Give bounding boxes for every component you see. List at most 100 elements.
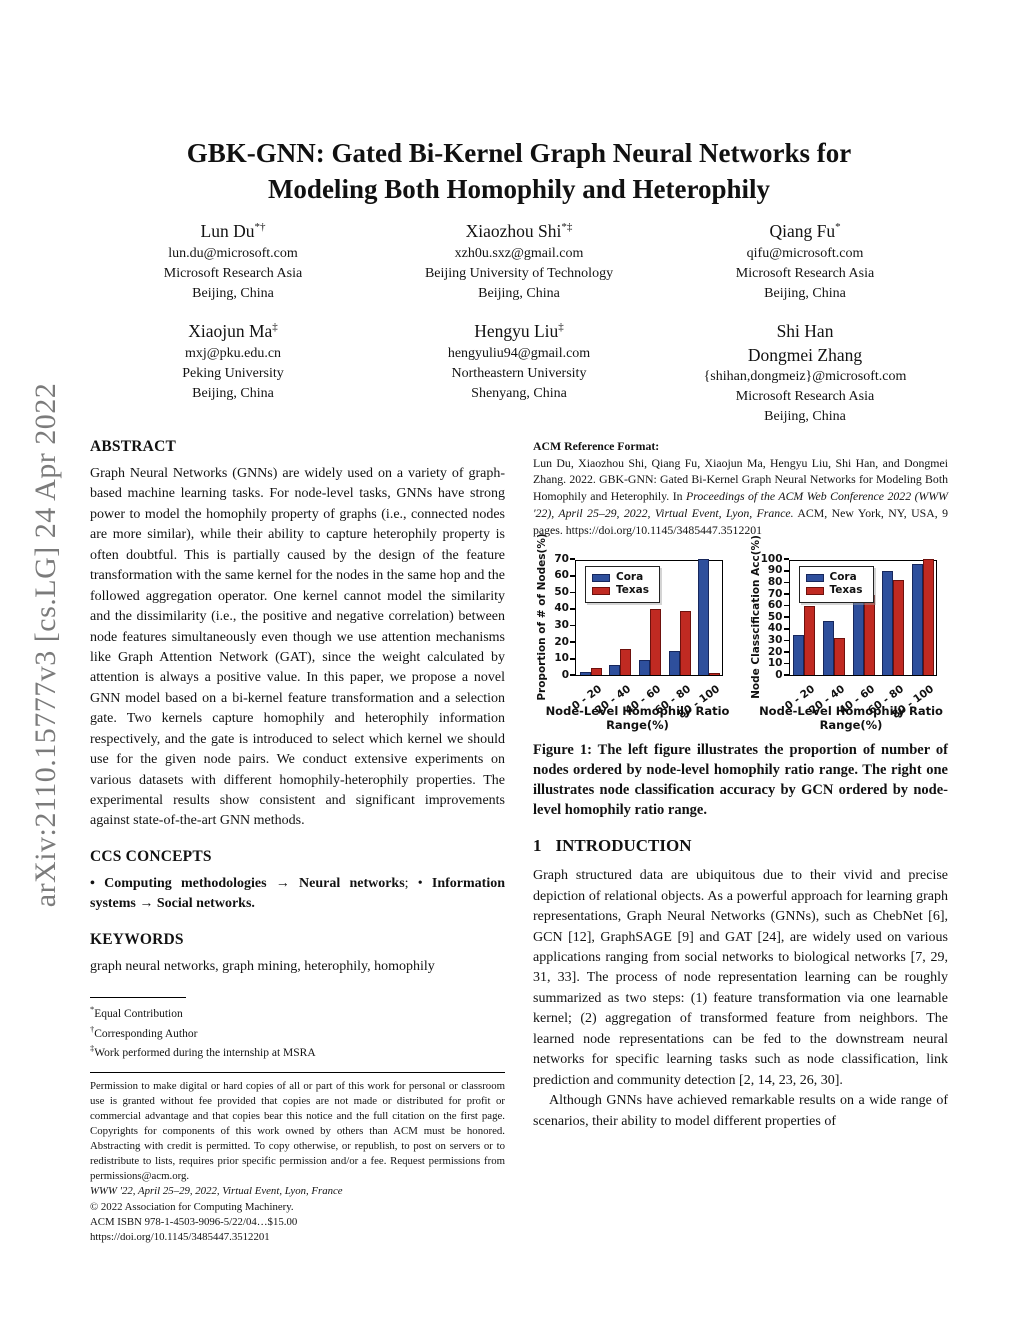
author-affiliation: Northeastern University xyxy=(451,365,587,381)
y-tick-label: 30 xyxy=(767,633,783,646)
bar-texas-40-60 xyxy=(863,594,875,676)
author-email: lun.du@microsoft.com xyxy=(168,245,298,261)
authors-row-1: Lun Du*† lun.du@microsoft.com Microsoft … xyxy=(90,220,948,304)
footnote-mark: * xyxy=(90,1004,95,1015)
legend-row-cora: Cora xyxy=(592,571,649,584)
figure1-left-chart: Proportion of # of Nodes(%) 0 10 20 30 40 50 60… xyxy=(529,534,735,733)
y-tick-label: 20 xyxy=(554,635,569,648)
legend-label-texas: Texas xyxy=(616,584,649,597)
keywords-text: graph neural networks, graph mining, het… xyxy=(90,958,435,974)
bar-texas-20-40 xyxy=(620,648,632,676)
author-marks: *† xyxy=(254,221,266,234)
bar-cora-40-60 xyxy=(852,595,864,676)
left-column: ABSTRACT Graph Neural Networks (GNNs) ar… xyxy=(90,438,505,1246)
author-affiliation: Microsoft Research Asia xyxy=(735,265,875,281)
chart-legend: Cora Texas xyxy=(798,566,874,603)
y-tick-mark xyxy=(570,624,575,627)
bar-cora-80-100 xyxy=(911,563,923,676)
y-tick-label: 0 xyxy=(561,668,569,681)
section-title: INTRODUCTION xyxy=(555,836,692,856)
bar-cora-80-100 xyxy=(698,559,710,676)
author-name: Shi Han xyxy=(776,321,834,341)
author-location: Beijing, China xyxy=(764,285,846,301)
footnote-corresponding-author: †Corresponding Author xyxy=(90,1023,505,1043)
intro-paragraph-1: Graph structured data are ubiquitous due… xyxy=(533,868,948,1088)
acm-ref-proceedings: Proceedings of the ACM Web Conference 20… xyxy=(533,489,948,520)
bar-texas-60-80 xyxy=(679,611,691,676)
y-tick-mark xyxy=(783,651,789,653)
legend-label-texas: Texas xyxy=(829,584,863,597)
author-marks: *‡ xyxy=(561,221,573,234)
y-tick-mark xyxy=(783,570,789,572)
author-marks: ‡ xyxy=(272,321,278,334)
conference-line: WWW '22, April 25–29, 2022, Virtual Even… xyxy=(90,1185,343,1198)
acm-ref-text: Lun Du, Xiaozhou Shi, Qiang Fu, Xiaojun … xyxy=(533,455,948,539)
y-tick-mark xyxy=(783,616,789,619)
legend-row-cora: Cora xyxy=(805,571,863,584)
plot-area: 0 10 20 30 40 50 60 70 80 90 100 0 - 20 20 - 40 40 - … xyxy=(761,554,937,721)
author-location: Shenyang, China xyxy=(471,385,567,401)
bar-cora-60-80 xyxy=(882,570,894,676)
doi-link[interactable]: https://doi.org/10.1145/3485447.3512201 xyxy=(90,1231,270,1244)
acm-ref-heading: ACM Reference Format: xyxy=(533,439,660,453)
ccs-arrow-2: → xyxy=(135,896,157,912)
y-tick-label: 60 xyxy=(767,599,783,612)
authors-row-2: Xiaojun Ma‡ mxj@pku.edu.cn Peking Univer… xyxy=(90,320,948,427)
bar-cora-0-20 xyxy=(793,634,805,676)
right-column: ACM Reference Format: Lun Du, Xiaozhou S… xyxy=(533,438,948,1246)
ccs-concept-1: Computing methodologies xyxy=(104,875,267,891)
legend-swatch-texas xyxy=(805,586,824,595)
x-axis-label: Node-Level Homophily Ratio Range(%) xyxy=(545,704,730,733)
y-tick-mark xyxy=(783,604,789,607)
author-marks: ‡ xyxy=(558,321,564,334)
section-number: 1 xyxy=(533,836,542,856)
author-location: Beijing, China xyxy=(192,385,274,401)
y-tick-mark xyxy=(783,674,789,677)
y-tick-mark xyxy=(570,575,575,577)
ccs-text: • Computing methodologies → Neural netwo… xyxy=(90,874,505,915)
author-name-2: Dongmei Zhang xyxy=(747,344,863,365)
y-tick-mark xyxy=(570,641,575,643)
author-email: hengyuliu94@gmail.com xyxy=(447,345,591,361)
legend-label-cora: Cora xyxy=(616,571,644,584)
y-tick-mark xyxy=(783,662,789,665)
plot-area: 0 10 20 30 40 50 60 70 0 - 20 20 - 40 40 - 60 60 - … xyxy=(554,554,723,721)
legend-label-cora: Cora xyxy=(829,571,857,584)
author-name: Lun Du*† xyxy=(90,220,376,244)
paper-title-line2: Modeling Both Homophily and Heterophily xyxy=(267,173,771,204)
ccs-heading: CCS CONCEPTS xyxy=(90,847,212,865)
y-tick-mark xyxy=(783,593,789,595)
author-xiaozhou-shi: Xiaozhou Shi*‡ xzh0u.sxz@gmail.com Beiji… xyxy=(376,220,662,304)
bar-texas-0-20 xyxy=(804,606,816,676)
legend-swatch-cora xyxy=(805,573,824,582)
introduction-heading: 1 INTRODUCTION xyxy=(533,836,948,856)
isbn-line: ACM ISBN 978-1-4503-9096-5/22/04…$15.00 xyxy=(90,1215,298,1228)
y-tick-label: 0 xyxy=(775,668,783,681)
figure1-right-chart: Node Classcification Acc(%) 0 10 20 30 40 50 60… xyxy=(743,535,949,733)
y-tick-mark xyxy=(783,628,789,630)
bar-texas-60-80 xyxy=(893,580,905,676)
x-axis-label: Node-Level Homophily Ratio Range(%) xyxy=(759,704,943,733)
y-tick-label: 10 xyxy=(767,657,783,670)
y-tick-label: 70 xyxy=(554,552,569,565)
paper-title: GBK-GNN: Gated Bi-Kernel Graph Neural Ne… xyxy=(90,136,948,208)
bar-cora-20-40 xyxy=(822,620,834,676)
y-tick-label: 60 xyxy=(554,569,569,582)
author-name-text: Qiang Fu xyxy=(769,221,836,241)
author-qiang-fu: Qiang Fu* qifu@microsoft.com Microsoft R… xyxy=(662,220,948,304)
two-column-body: ABSTRACT Graph Neural Networks (GNNs) ar… xyxy=(90,438,948,1246)
ccs-period: . xyxy=(251,896,255,912)
footnote-equal-contribution: *Equal Contribution xyxy=(90,1003,505,1023)
permission-rule xyxy=(90,1071,505,1073)
author-email: mxj@pku.edu.cn xyxy=(184,345,282,361)
figure1-caption: Figure 1: The left figure illustrates th… xyxy=(533,742,948,819)
copyright-line: © 2022 Association for Computing Machine… xyxy=(90,1200,294,1213)
acm-ref-part2: ACM, New York, NY, USA, 9 pages. https:/… xyxy=(533,505,948,537)
bar-texas-0-20 xyxy=(590,667,602,676)
permission-text: Permission to make digital or hard copie… xyxy=(90,1079,505,1183)
ccs-arrow-1: → xyxy=(266,875,300,891)
y-tick-label: 40 xyxy=(554,602,569,615)
author-name: Qiang Fu* xyxy=(662,220,948,244)
keywords-heading: KEYWORDS xyxy=(90,930,184,948)
